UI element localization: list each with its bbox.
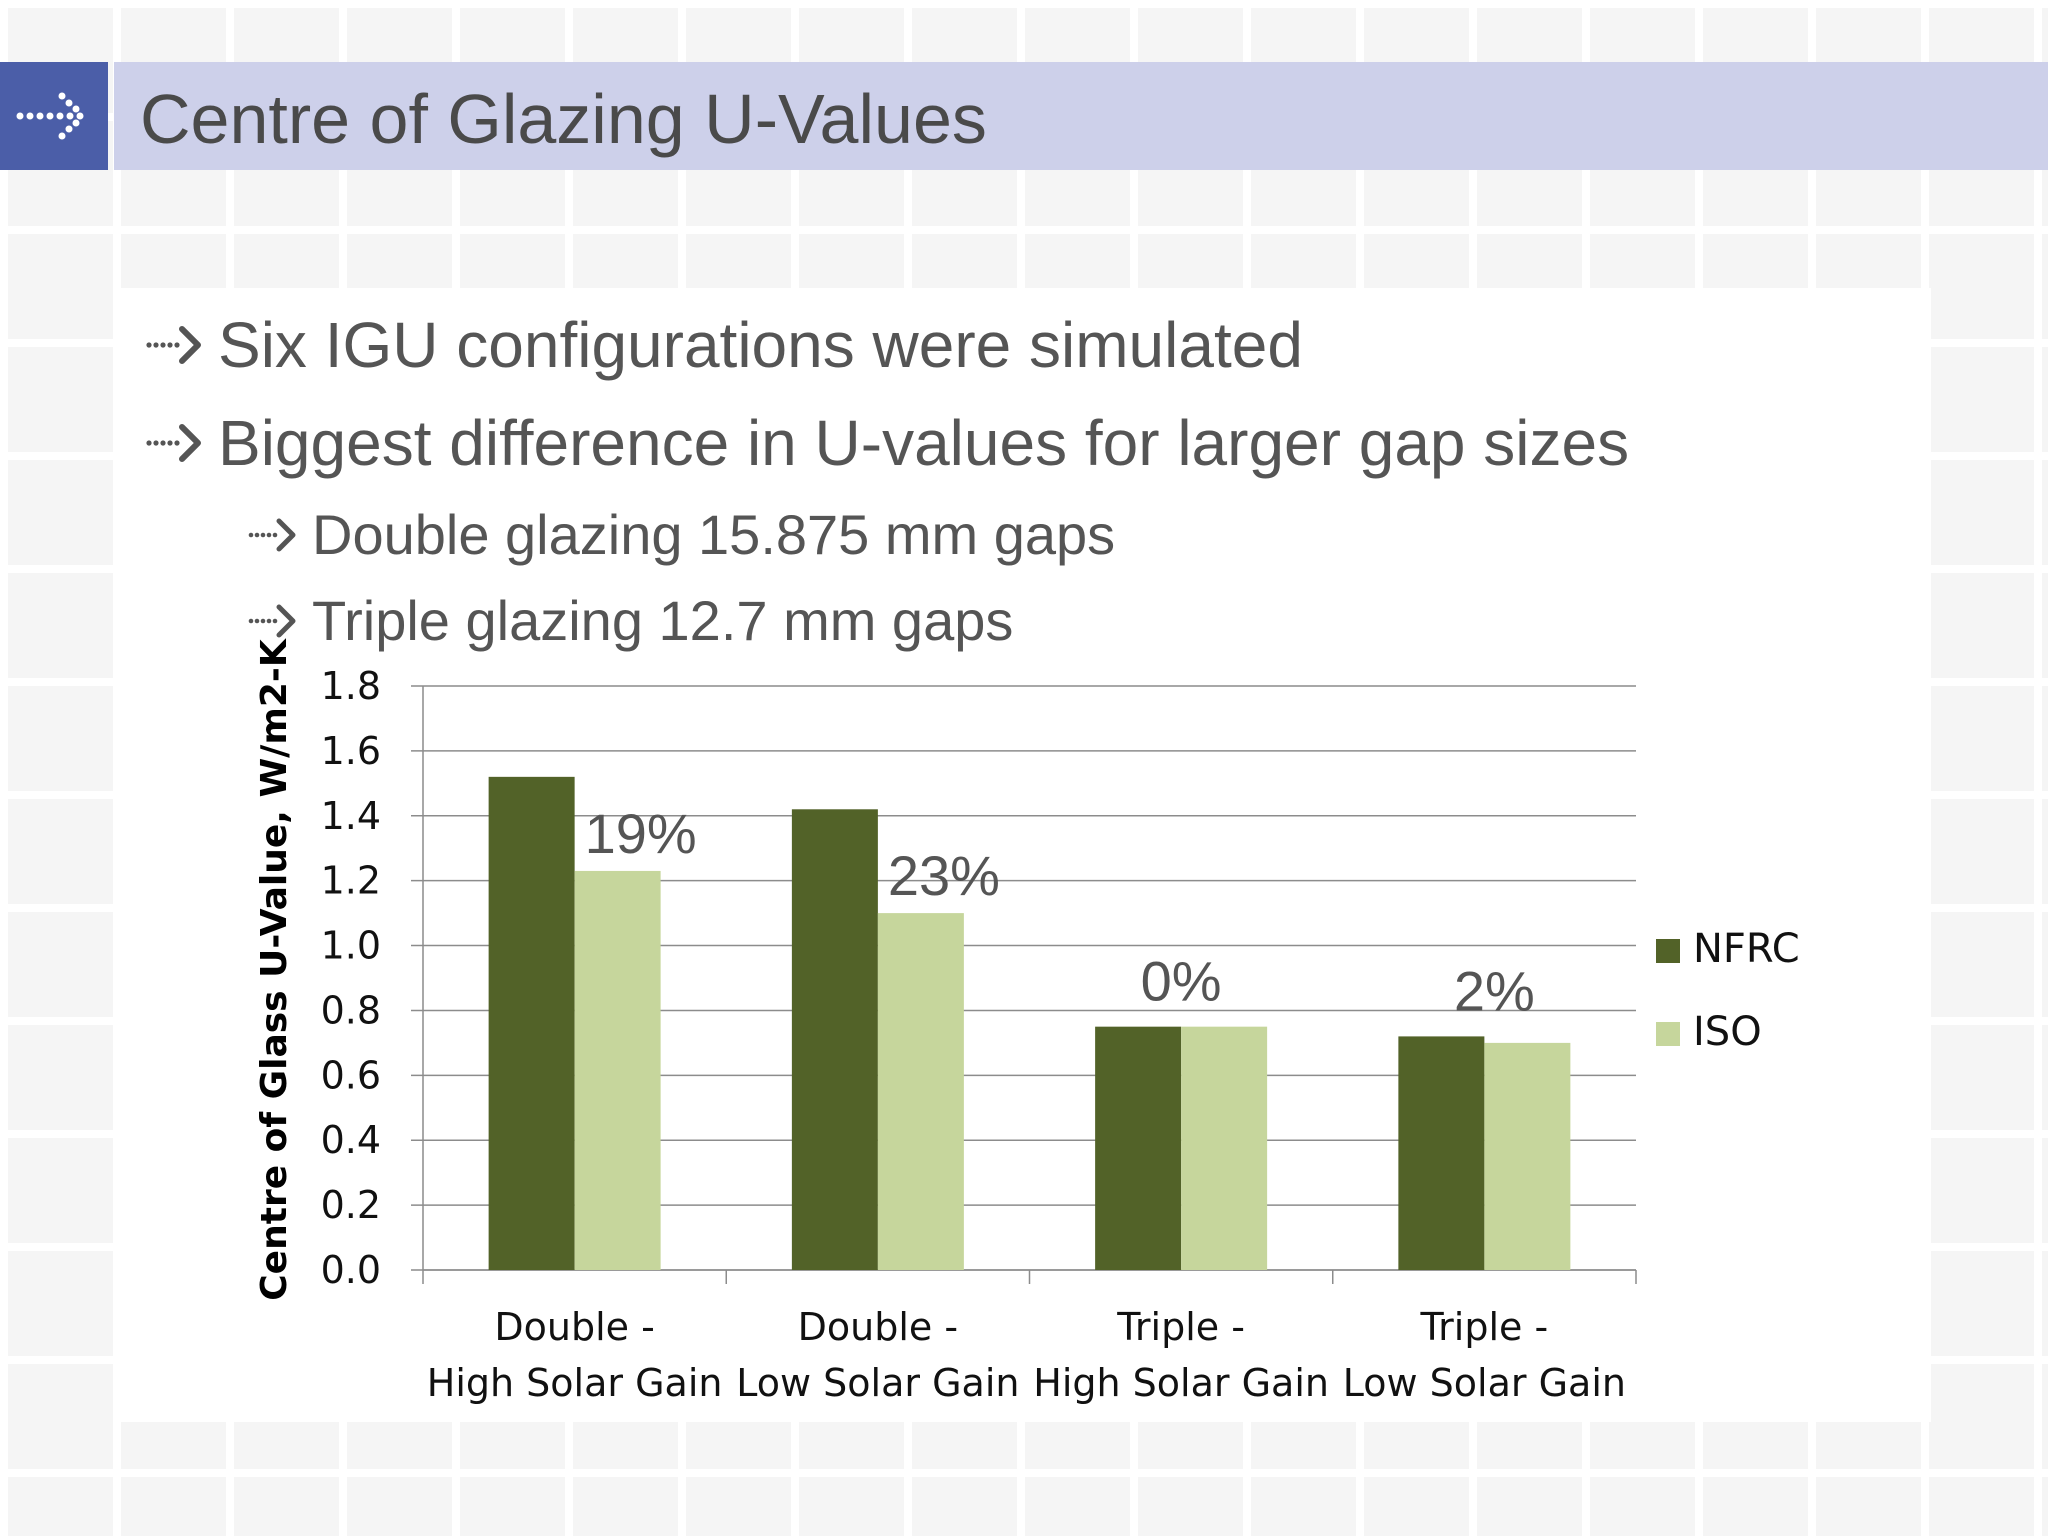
dotted-arrow-icon: [146, 326, 201, 364]
data-label: 19%: [585, 802, 697, 865]
bar-nfrc: [791, 809, 878, 1270]
y-tick-label: 0.8: [321, 988, 381, 1032]
x-tick-label: Double -: [494, 1305, 654, 1349]
y-tick-label: 1.4: [321, 794, 381, 838]
header-arrow-box: [0, 62, 108, 170]
x-tick-label: High Solar Gain: [1033, 1361, 1329, 1405]
legend-swatch-iso: [1656, 1022, 1680, 1046]
bar-nfrc: [1095, 1026, 1182, 1270]
x-tick-label: Low Solar Gain: [736, 1361, 1019, 1405]
bar-iso: [1181, 1026, 1268, 1270]
bar-iso: [574, 870, 661, 1270]
y-tick-label: 0.2: [321, 1183, 381, 1227]
y-tick-label: 0.0: [321, 1248, 381, 1292]
bullet-item: Biggest difference in U-values for large…: [146, 406, 1629, 480]
y-tick-label: 0.4: [321, 1118, 381, 1162]
y-axis-title: Centre of Glass U-Value, W/m2-K: [254, 638, 295, 1301]
sub-bullet-item: Double glazing 15.875 mm gaps: [248, 502, 1115, 567]
bar-iso: [1484, 1042, 1571, 1270]
content-panel: [114, 288, 1931, 1422]
dotted-arrow-icon: [248, 604, 296, 637]
dotted-arrow-icon: [248, 518, 296, 551]
data-label: 23%: [888, 844, 1000, 907]
x-tick-label: Triple -: [1116, 1305, 1245, 1349]
x-tick-label: High Solar Gain: [427, 1361, 723, 1405]
dotted-arrow-icon: [146, 424, 201, 462]
y-tick-label: 1.6: [321, 729, 381, 773]
legend-label-iso: ISO: [1693, 1009, 1762, 1055]
y-tick-label: 1.8: [321, 664, 381, 708]
x-tick-label: Triple -: [1420, 1305, 1549, 1349]
header-band: [114, 62, 2048, 170]
bullet-text: Triple glazing 12.7 mm gaps: [312, 589, 1014, 652]
x-tick-label: Double -: [798, 1305, 958, 1349]
dotted-arrow-icon: [16, 92, 84, 140]
data-label: 2%: [1454, 959, 1535, 1022]
bar-iso: [877, 913, 964, 1270]
bar-nfrc: [488, 776, 575, 1270]
data-label: 0%: [1141, 950, 1222, 1013]
bar-nfrc: [1398, 1036, 1485, 1270]
x-tick-label: Low Solar Gain: [1343, 1361, 1626, 1405]
y-tick-label: 1.2: [321, 859, 381, 903]
y-tick-label: 1.0: [321, 924, 381, 968]
bullet-text: Double glazing 15.875 mm gaps: [312, 503, 1116, 566]
legend-label-nfrc: NFRC: [1693, 926, 1800, 972]
slide-title: Centre of Glazing U-Values: [140, 80, 987, 158]
sub-bullet-item: Triple glazing 12.7 mm gaps: [248, 588, 1013, 653]
bullet-text: Biggest difference in U-values for large…: [218, 407, 1630, 479]
bullet-item: Six IGU configurations were simulated: [146, 308, 1303, 382]
bullet-text: Six IGU configurations were simulated: [218, 309, 1303, 381]
legend-swatch-nfrc: [1656, 939, 1680, 963]
y-tick-label: 0.6: [321, 1053, 381, 1097]
